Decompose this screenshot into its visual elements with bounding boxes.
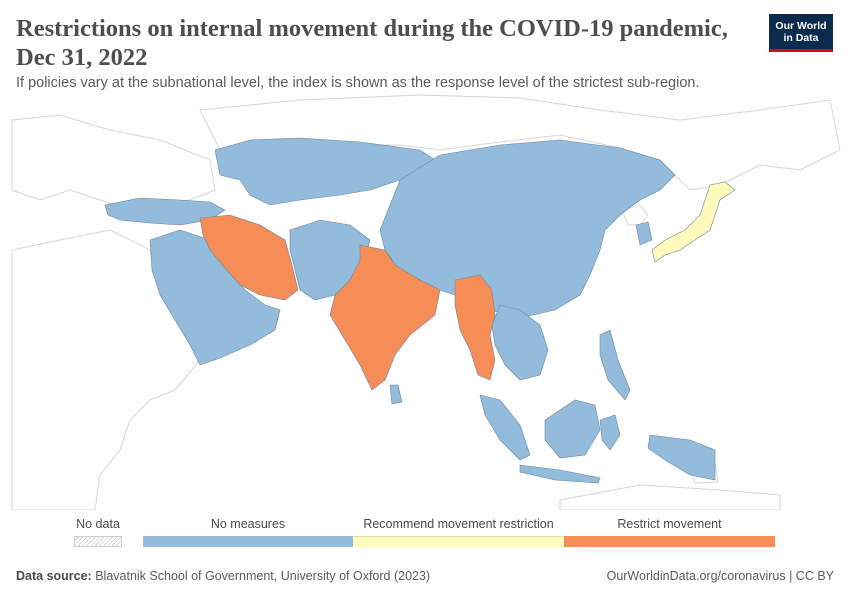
legend-no-measures-label: No measures [210, 517, 286, 531]
owid-logo[interactable]: Our World in Data [769, 14, 833, 52]
africa-outline [11, 229, 201, 510]
iran-region [199, 214, 299, 301]
logo-line-1: Our World [775, 20, 827, 32]
legend-recommend-label: Recommend movement restriction [363, 517, 554, 531]
legend-no-measures-swatch[interactable] [143, 536, 353, 547]
no-measures-group [104, 137, 716, 484]
chart-subtitle: If policies vary at the subnational leve… [16, 75, 700, 91]
legend-recommend-swatch[interactable] [353, 536, 564, 547]
philippines-region [599, 329, 631, 401]
europe-outline [11, 114, 216, 211]
japan-region [651, 181, 736, 263]
legend-no-data-swatch[interactable] [74, 536, 122, 547]
legend-no-data-label: No data [76, 517, 120, 531]
indochina-region [491, 304, 549, 381]
data-source-text[interactable]: Blavatnik School of Government, Universi… [95, 569, 431, 583]
sumatra-region [479, 394, 531, 461]
recommend-group [651, 181, 736, 263]
data-source-label: Data source: [16, 569, 92, 583]
india-region [329, 244, 441, 391]
restrict-group [199, 214, 496, 391]
logo-line-2: in Data [783, 32, 819, 44]
sri-lanka-region [389, 384, 403, 405]
australia-outline [559, 484, 781, 510]
sulawesi-region [599, 414, 621, 451]
legend-restrict-label: Restrict movement [617, 517, 722, 531]
myanmar-region [454, 274, 496, 381]
world-map[interactable] [0, 90, 850, 510]
borneo-region [544, 399, 601, 459]
north-korea-outline [621, 204, 649, 226]
footer-link[interactable]: OurWorldinData.org/coronavirus | CC BY [606, 569, 834, 583]
data-source: Data source: Blavatnik School of Governm… [16, 569, 430, 583]
kazakhstan-region [214, 137, 436, 206]
south-korea-region [635, 221, 653, 246]
chart-title: Restrictions on internal movement during… [16, 15, 728, 71]
legend-restrict-swatch[interactable] [564, 536, 775, 547]
new-guinea-region [647, 434, 716, 481]
java-region [519, 464, 601, 484]
